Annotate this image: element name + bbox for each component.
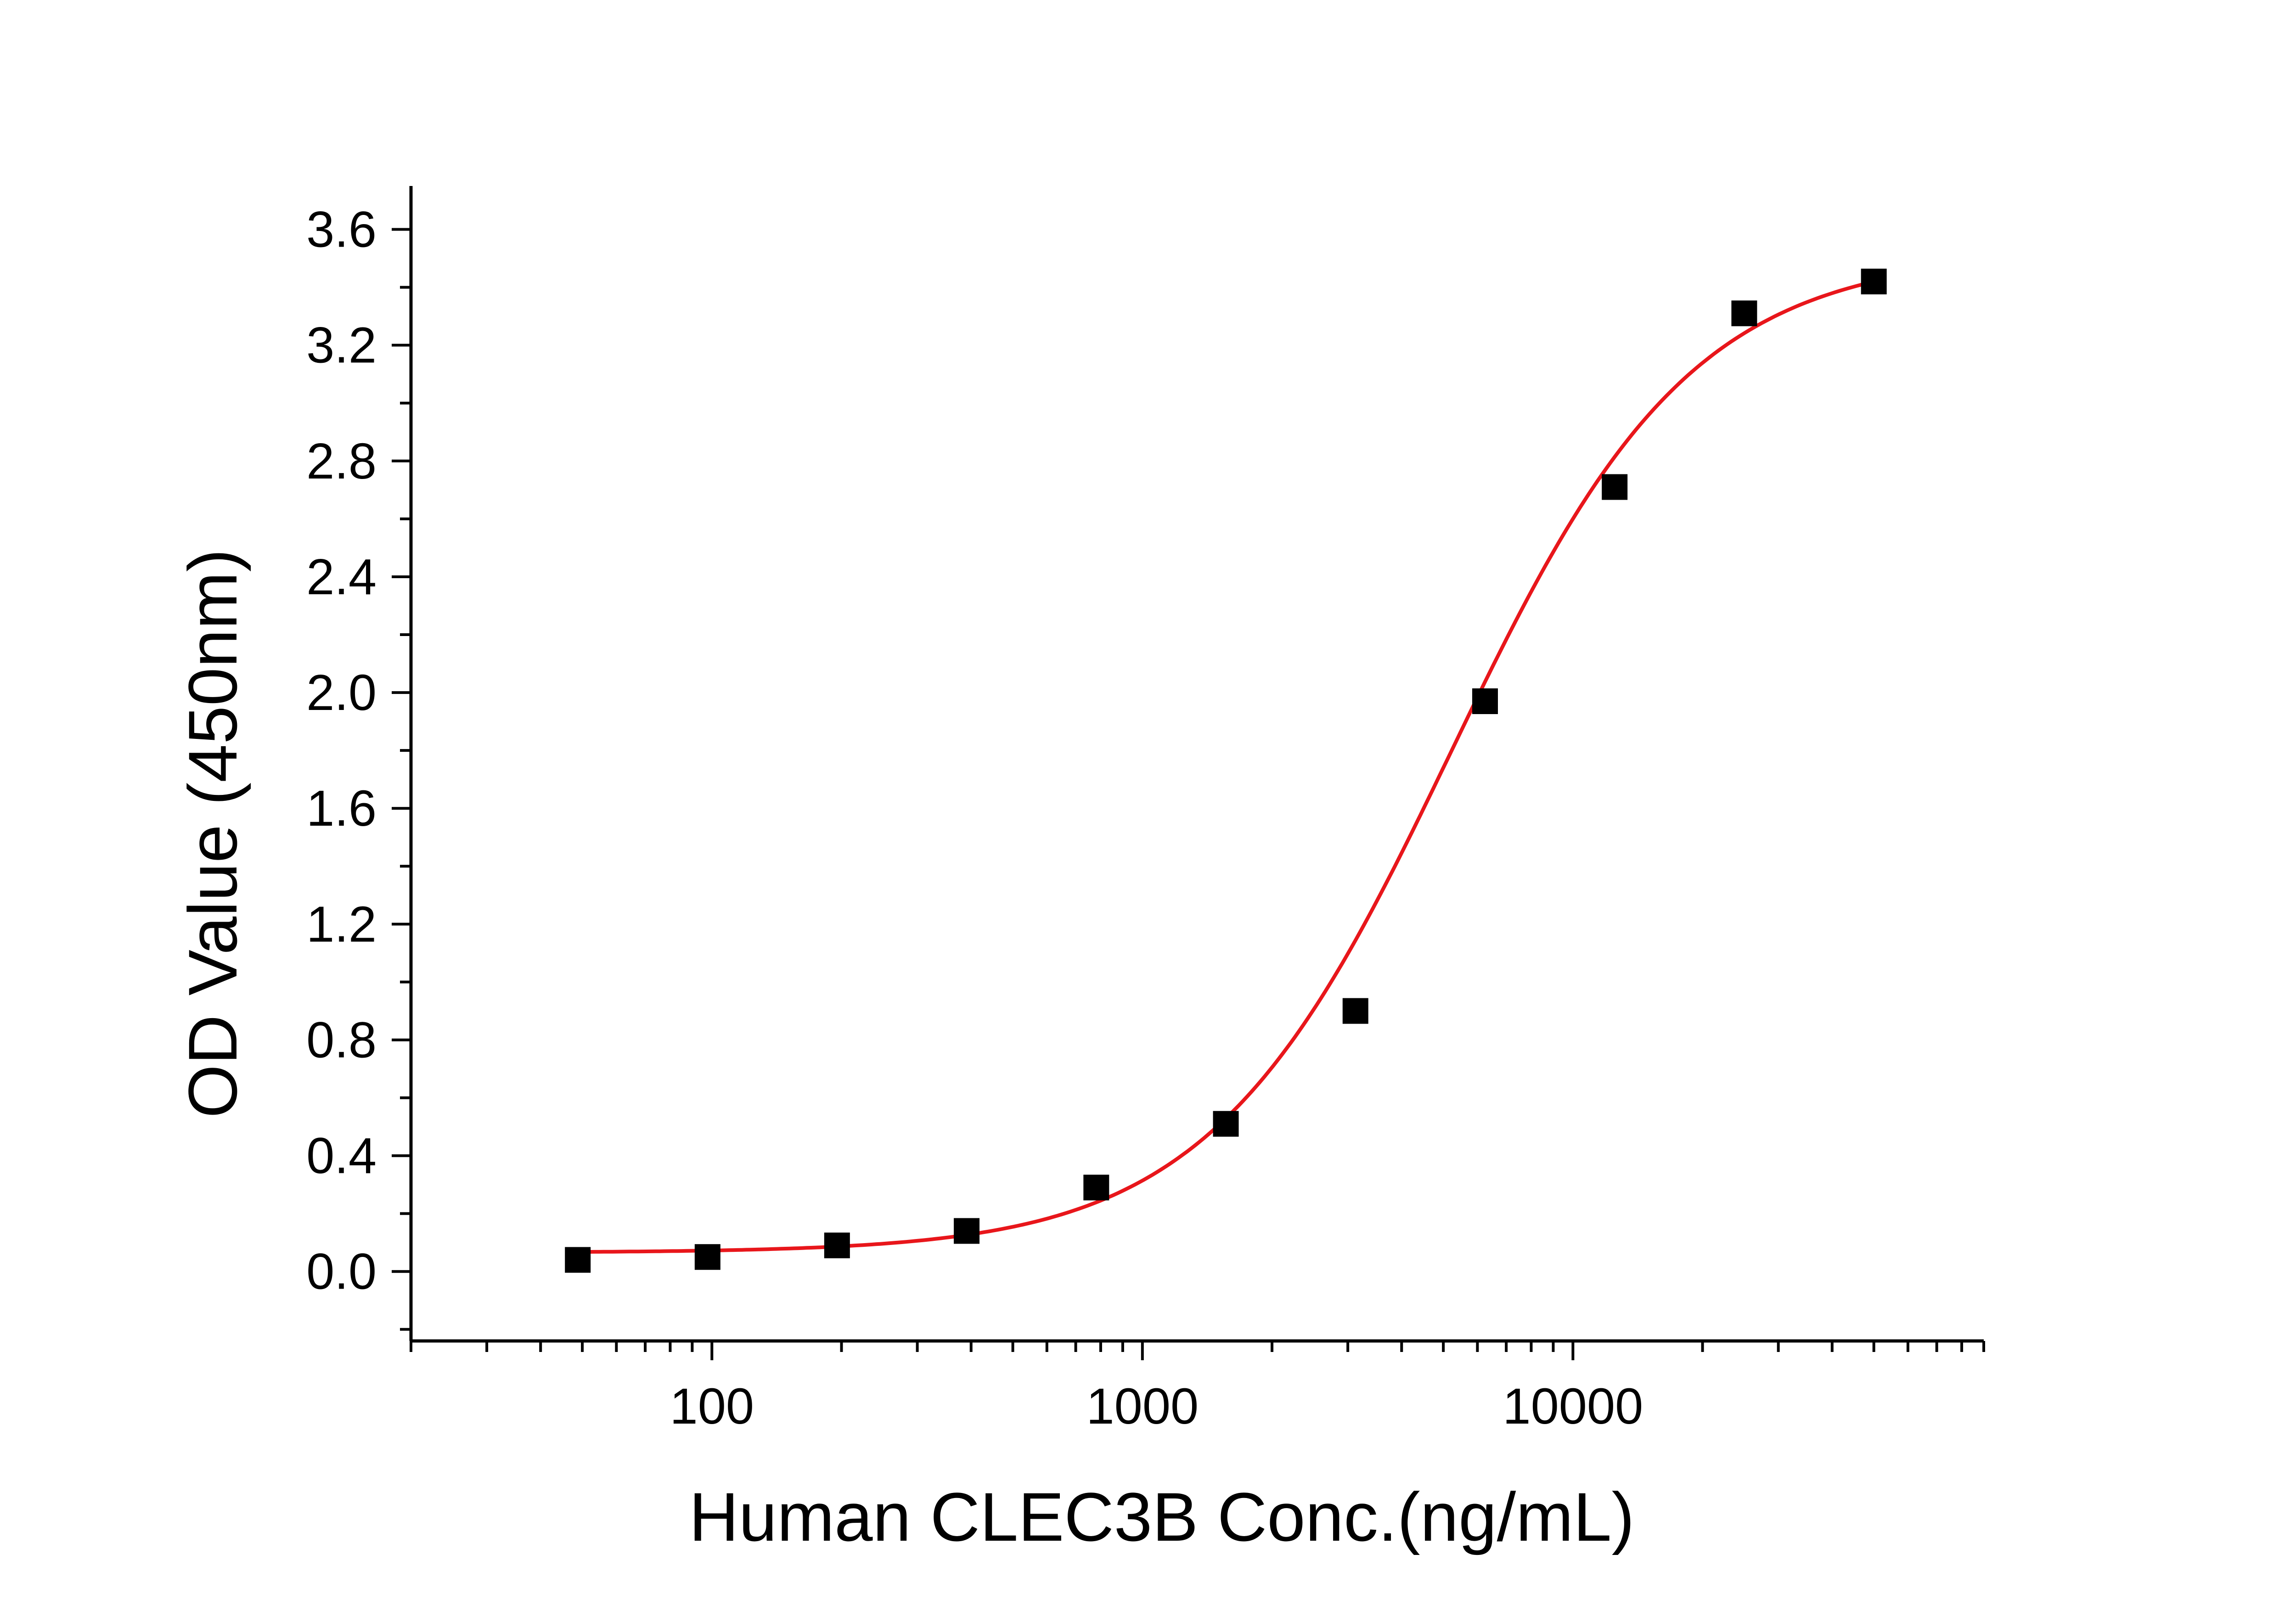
data-point (1342, 998, 1368, 1024)
x-tick-label: 1000 (1086, 1378, 1199, 1435)
y-tick-label: 0.0 (306, 1244, 377, 1300)
y-tick-label: 2.4 (306, 549, 377, 605)
x-axis-title: Human CLEC3B Conc.(ng/mL) (689, 1478, 1634, 1555)
data-point (824, 1232, 850, 1258)
data-point (694, 1244, 720, 1270)
y-tick-label: 0.4 (306, 1128, 377, 1184)
data-point (565, 1247, 591, 1273)
ticks: 0.0 0.4 0.8 1.2 1.6 2.0 2.4 2.8 3.2 3.6 100 1000 100… (306, 202, 1985, 1435)
axes (409, 186, 1984, 1343)
y-tick-label: 2.0 (306, 665, 377, 721)
y-tick-label: 1.2 (306, 896, 377, 952)
x-tick-label: 10000 (1503, 1378, 1643, 1435)
x-tick-label: 100 (670, 1378, 754, 1435)
y-axis-title: OD Value (450nm) (174, 549, 251, 1118)
data-point (1602, 474, 1628, 500)
data-point (1731, 300, 1757, 327)
data-point (1861, 269, 1887, 295)
data-point (954, 1218, 980, 1244)
data-point (1213, 1111, 1239, 1137)
y-tick-label: 1.6 (306, 780, 377, 837)
data-point (1472, 688, 1498, 714)
fit-curve (578, 280, 1874, 1254)
y-tick-label: 3.6 (306, 202, 377, 258)
fit-curve-layer (578, 280, 1874, 1254)
data-points (565, 269, 1887, 1273)
y-tick-label: 0.8 (306, 1012, 377, 1068)
y-tick-label: 2.8 (306, 433, 377, 490)
data-point (1083, 1174, 1109, 1200)
y-tick-label: 3.2 (306, 317, 377, 374)
